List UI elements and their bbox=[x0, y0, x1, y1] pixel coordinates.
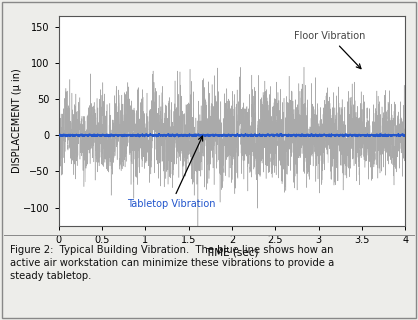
X-axis label: TIME (sec): TIME (sec) bbox=[205, 247, 259, 257]
Text: Tabletop Vibration: Tabletop Vibration bbox=[127, 136, 216, 209]
Text: Figure 2:  Typical Building Vibration.  The blue line shows how an
active air wo: Figure 2: Typical Building Vibration. Th… bbox=[10, 245, 335, 281]
Y-axis label: DISPLACEMENT (μ in): DISPLACEMENT (μ in) bbox=[12, 68, 22, 173]
Text: Floor Vibration: Floor Vibration bbox=[294, 31, 366, 68]
